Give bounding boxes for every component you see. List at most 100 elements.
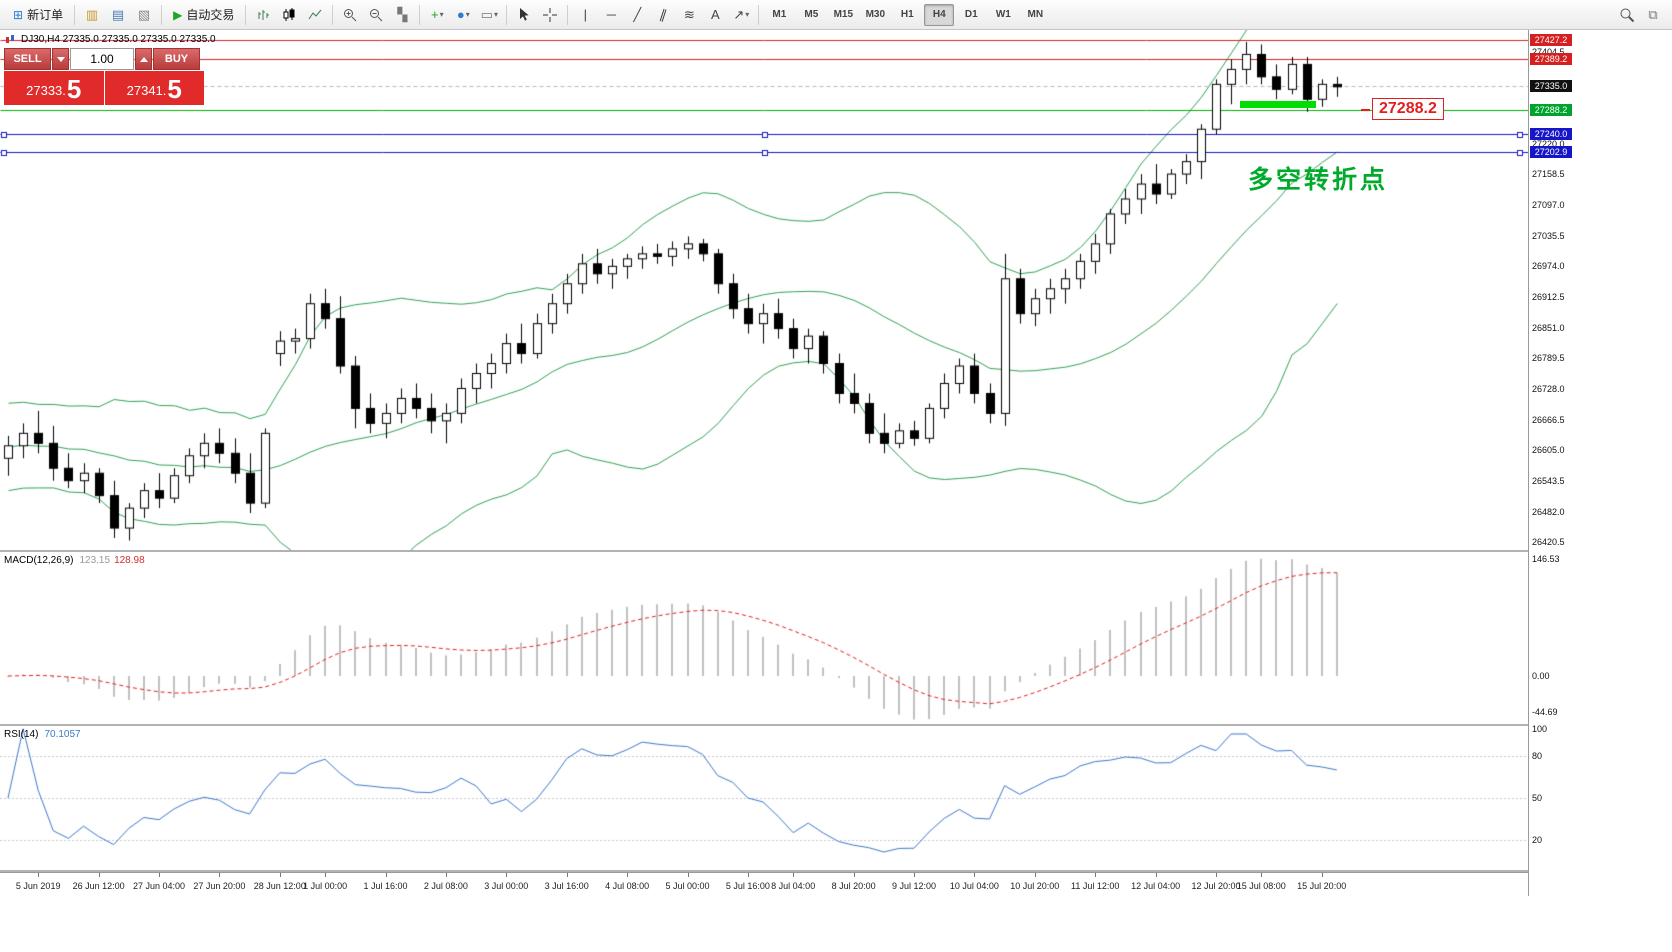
channel-icon[interactable]: ∥ [651, 3, 675, 27]
objects-icon-dropdown[interactable]: ▾ [465, 10, 470, 19]
time-label: 11 Jul 12:00 [1071, 881, 1120, 891]
data-window-icon[interactable]: ▤ [106, 3, 130, 27]
price-axis[interactable]: 27404.5 27220.0 27158.5 27097.0 27035.5 26974… [1528, 30, 1576, 896]
vertical-line-icon[interactable]: | [573, 3, 597, 27]
timeframe-button-d1[interactable]: D1 [964, 8, 978, 20]
time-label: 5 Jul 16:00 [725, 881, 770, 891]
time-label: 1 Jul 16:00 [363, 881, 408, 891]
time-label: 28 Jun 12:00 [253, 881, 306, 891]
chart-icon [6, 35, 14, 43]
volume-decrement-button[interactable] [52, 48, 69, 70]
new-order-button-label: 新订单 [27, 8, 64, 22]
zoom-out-icon[interactable] [364, 3, 388, 27]
time-tick [219, 873, 221, 877]
tile-windows-icon-glyph: ▚ [397, 6, 408, 22]
time-label: 15 Jul 08:00 [1236, 881, 1286, 891]
sell-button[interactable]: SELL [4, 48, 51, 70]
timeframe-button-h4[interactable]: H4 [924, 3, 955, 26]
trendline-icon[interactable]: ╱ [625, 3, 649, 27]
terminal-icon[interactable]: ▧ [132, 3, 156, 27]
time-tick [1155, 873, 1157, 877]
zoom-in-icon[interactable] [338, 3, 362, 27]
arrows-icon[interactable]: ↗ ▾ [729, 3, 753, 27]
toolbar-separator [161, 4, 163, 25]
trend-annotation-text[interactable]: 多空转折点 [1248, 166, 1389, 194]
buy-price-big-digit: 5 [167, 74, 182, 104]
text-icon-glyph: A [710, 7, 720, 22]
level-price-label[interactable]: 27288.2 [1361, 97, 1444, 120]
vertical-line-icon-glyph: | [583, 7, 588, 22]
timeframe-button-m5[interactable]: M5 [804, 8, 819, 20]
toolbar: ⊞ 新订单 ▥ ▤ ▧ ▶ 自动交易 ▚ + ▾ ● ▾ ▭ ▾ | ─ ╱ ∥ ≋ A ↗ ▾ M1 M5 M15 M30 H1 H… [0, 0, 1672, 30]
templates-icon[interactable]: ▭ ▾ [477, 3, 501, 27]
new-window-icon[interactable]: ⧉ [1641, 3, 1665, 27]
panel-separator[interactable] [0, 724, 1575, 726]
search-icon[interactable] [1615, 3, 1639, 27]
time-label: 12 Jul 20:00 [1191, 881, 1241, 891]
toolbar-separator [506, 4, 508, 25]
horizontal-line-icon-glyph: ─ [606, 7, 616, 22]
main-chart-canvas[interactable] [0, 30, 1528, 550]
arrows-icon-dropdown[interactable]: ▾ [745, 10, 750, 19]
macd-canvas[interactable] [0, 552, 1528, 724]
time-tick [747, 873, 749, 877]
time-label: 3 Jul 16:00 [544, 881, 589, 891]
sell-price[interactable]: 27333. 5 [4, 71, 104, 105]
time-label: 10 Jul 20:00 [1010, 881, 1060, 891]
volume-input[interactable] [70, 48, 134, 70]
buy-price[interactable]: 27341. 5 [104, 71, 204, 105]
panel-separator[interactable] [0, 550, 1575, 552]
text-icon[interactable]: A [703, 3, 727, 27]
line-chart-icon[interactable] [303, 3, 327, 27]
time-tick [974, 873, 976, 877]
timeframe-button-mn[interactable]: MN [1027, 8, 1044, 20]
volume-increment-button[interactable] [135, 48, 152, 70]
timeframe-button-m15[interactable]: M15 [833, 8, 854, 20]
price-tick: 27097.0 [1532, 199, 1565, 210]
price-badge: 27240.0 [1530, 127, 1572, 140]
price-tick: 26666.5 [1532, 414, 1565, 425]
horizontal-line-icon[interactable]: ─ [599, 3, 623, 27]
tile-windows-icon[interactable]: ▚ [390, 3, 414, 27]
fibonacci-icon[interactable]: ≋ [677, 3, 701, 27]
timeframe-button-m30[interactable]: M30 [865, 8, 886, 20]
panel-separator[interactable] [0, 870, 1575, 872]
new-order-button[interactable]: ⊞ 新订单 [7, 4, 69, 26]
price-tick: 27404.5 [1532, 46, 1565, 57]
autotrading-button[interactable]: ▶ 自动交易 [167, 4, 240, 26]
time-tick [385, 873, 387, 877]
indicators-icon-dropdown[interactable]: ▾ [439, 10, 444, 19]
chart-window: DJ30,H4 27335.0 27335.0 27335.0 27335.0 … [0, 30, 1672, 952]
templates-icon-dropdown[interactable]: ▾ [493, 10, 498, 19]
time-tick [1095, 873, 1097, 877]
price-badge: 27202.9 [1530, 146, 1572, 159]
time-tick [687, 873, 689, 877]
buy-button[interactable]: BUY [153, 48, 200, 70]
time-label: 1 Jul 00:00 [303, 881, 348, 891]
rsi-axis-label: 80 [1532, 751, 1543, 762]
time-tick [1261, 873, 1263, 877]
bar-chart-icon[interactable] [251, 3, 275, 27]
support-highlight-bar[interactable] [1240, 100, 1316, 108]
price-tick: 27220.0 [1532, 138, 1565, 149]
time-axis[interactable]: 5 Jun 2019 26 Jun 12:00 27 Jun 04:00 27 Jun… [0, 872, 1575, 897]
channel-icon-glyph: ∥ [658, 5, 669, 23]
rsi-canvas[interactable] [0, 726, 1528, 870]
timeframe-button-h1[interactable]: H1 [900, 8, 914, 20]
objects-icon-glyph: ● [456, 7, 465, 22]
market-watch-icon[interactable]: ▥ [80, 3, 104, 27]
sell-price-main: 27333. [26, 83, 66, 98]
time-label: 2 Jul 08:00 [423, 881, 468, 891]
time-tick [566, 873, 568, 877]
cursor-icon[interactable] [512, 3, 536, 27]
price-badge: 27335.0 [1530, 80, 1572, 93]
indicators-icon[interactable]: + ▾ [425, 3, 449, 27]
toolbar-separator [419, 4, 421, 25]
objects-icon[interactable]: ● ▾ [451, 3, 475, 27]
timeframe-button-w1[interactable]: W1 [995, 8, 1011, 20]
timeframe-button-m1[interactable]: M1 [772, 8, 787, 20]
candlestick-chart-icon[interactable] [277, 3, 301, 27]
time-label: 12 Jul 04:00 [1131, 881, 1181, 891]
crosshair-icon[interactable] [538, 3, 562, 27]
time-label: 27 Jun 04:00 [132, 881, 186, 891]
